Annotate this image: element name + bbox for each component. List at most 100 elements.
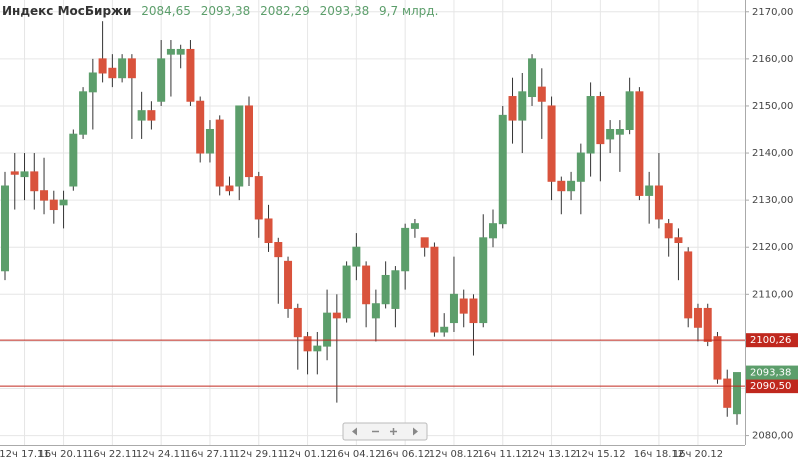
candle	[274, 237, 283, 304]
candle-body	[88, 72, 97, 93]
candle-body	[274, 242, 283, 258]
y-tick-label: 2140,00	[752, 148, 793, 159]
candle-body	[518, 91, 527, 121]
candle	[684, 247, 693, 328]
candle	[606, 120, 615, 154]
candle-body	[293, 307, 302, 338]
candle	[157, 40, 166, 106]
candle-body	[362, 265, 371, 305]
candle-body	[684, 251, 693, 319]
chart-title: Индекс МосБиржи	[2, 4, 131, 18]
candle-body	[147, 110, 156, 121]
candle	[40, 157, 49, 215]
candle	[391, 266, 400, 328]
candle-body	[332, 312, 341, 319]
candle	[10, 153, 19, 210]
candle-body	[196, 100, 205, 154]
candle-body	[303, 336, 312, 352]
candle	[127, 54, 136, 139]
level-tag	[746, 379, 798, 394]
x-tick-label: 16ч 27.11	[185, 449, 235, 460]
candle-body	[440, 326, 449, 333]
candle	[342, 261, 351, 323]
candle-body	[693, 307, 702, 328]
candle-body	[20, 171, 29, 178]
candle-body	[449, 293, 458, 324]
candle	[235, 105, 244, 201]
nav-bar	[342, 422, 428, 441]
candle-body	[547, 105, 556, 182]
candle-body	[1, 185, 9, 272]
candle-body	[567, 180, 576, 192]
candle-body	[713, 336, 722, 380]
candle-body	[635, 91, 644, 196]
candle	[381, 261, 390, 309]
nav-left[interactable]	[352, 427, 357, 436]
candle	[79, 87, 88, 139]
candle	[30, 153, 39, 210]
nav-zoom-in[interactable]	[390, 428, 397, 435]
candle	[567, 171, 576, 201]
candle	[59, 190, 68, 229]
candle-body	[342, 265, 351, 319]
candle	[664, 218, 673, 257]
candle-body	[118, 58, 127, 79]
candle	[20, 153, 29, 201]
x-tick-label: 12ч 17.11	[0, 449, 50, 460]
candle	[528, 54, 537, 106]
x-tick-label: 12ч 15.12	[575, 449, 625, 460]
candle-body	[664, 223, 673, 239]
candle-body	[137, 110, 146, 121]
close-label: 2093,38	[320, 4, 370, 18]
candle	[69, 129, 78, 191]
x-tick-label: 12ч 13.12	[526, 449, 576, 460]
candle-body	[98, 58, 107, 74]
candle-body	[352, 246, 361, 267]
candle	[186, 40, 195, 106]
candle	[196, 96, 205, 163]
candle	[303, 331, 312, 375]
candle-body	[586, 96, 595, 154]
candle	[596, 91, 605, 182]
x-tick-label: 16ч 20.12	[673, 449, 723, 460]
candle	[615, 120, 624, 172]
candle	[137, 91, 146, 139]
y-tick-label: 2130,00	[752, 195, 793, 206]
last-price-label: 2093,38	[750, 368, 791, 379]
candle	[693, 303, 702, 342]
candle-body	[606, 128, 615, 140]
candle-body	[625, 91, 634, 130]
candle	[98, 21, 107, 83]
candle-body	[186, 48, 195, 102]
candle	[674, 228, 683, 281]
candle	[166, 40, 175, 97]
y-tick-label: 2170,00	[752, 7, 793, 18]
candle-body	[10, 171, 19, 175]
x-tick-label: 12ч 01.12	[282, 449, 332, 460]
candle	[469, 294, 478, 356]
candle-body	[410, 223, 419, 229]
candle-body	[127, 58, 136, 79]
candle	[645, 171, 654, 224]
candle	[371, 289, 380, 342]
candles	[1, 21, 741, 425]
candle	[420, 237, 429, 257]
candle-body	[674, 237, 683, 244]
candle-body	[420, 237, 429, 248]
y-tick-label: 2110,00	[752, 289, 793, 300]
candle-body	[264, 218, 273, 244]
candle-body	[401, 227, 410, 272]
x-tick-label: 12ч 29.11	[234, 449, 284, 460]
navigator	[342, 422, 428, 441]
candle	[508, 77, 517, 144]
level-tag	[746, 333, 798, 348]
high-label: 2093,38	[201, 4, 251, 18]
candle	[440, 313, 449, 337]
candle-body	[557, 180, 566, 192]
candle	[723, 369, 732, 417]
candle	[362, 261, 371, 328]
candle-body	[723, 378, 732, 408]
level-label: 2090,50	[750, 381, 791, 392]
nav-right[interactable]	[413, 427, 418, 436]
